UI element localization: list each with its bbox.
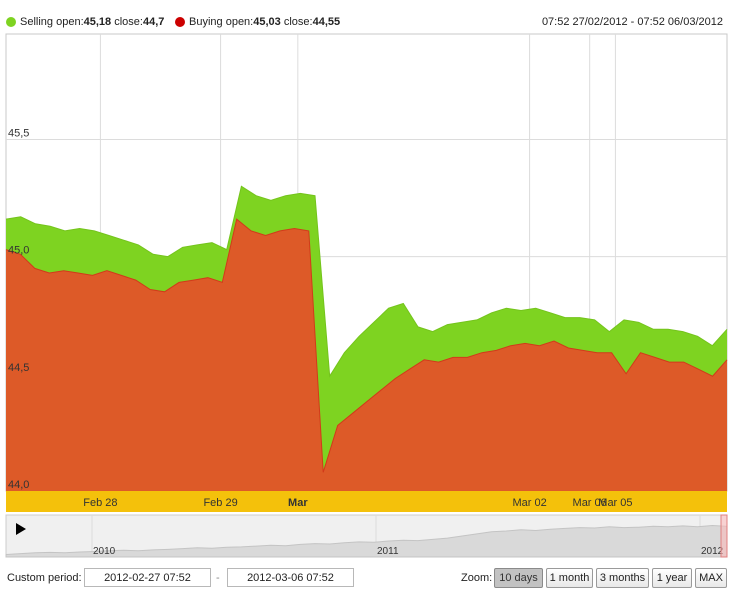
selling-label: Selling (20, 16, 54, 28)
x-tick-label: Mar (288, 497, 308, 509)
navigator-selection[interactable] (720, 514, 728, 558)
selling-close-label: close: (114, 16, 143, 28)
zoom-max-button[interactable]: MAX (695, 568, 727, 588)
buying-open-label: open: (225, 16, 254, 28)
x-tick-label: Mar 02 (512, 497, 546, 509)
period-to-input[interactable]: 2012-03-06 07:52 (227, 568, 354, 587)
y-axis-labels: 44,0 44,5 45,0 45,5 (8, 127, 29, 491)
selling-color-dot (6, 17, 16, 27)
navigator-year-label: 2010 (93, 546, 116, 557)
zoom-1-month-button[interactable]: 1 month (546, 568, 593, 588)
y-tick-label: 45,5 (8, 127, 29, 139)
zoom-1-year-button[interactable]: 1 year (652, 568, 692, 588)
navigator-year-label: 2011 (377, 546, 399, 557)
y-tick-label: 44,5 (8, 362, 29, 374)
chart-legend: Selling open:45,18 close:44,7 Buying ope… (0, 0, 729, 34)
buying-open-value: 45,03 (253, 16, 281, 28)
buying-close-value: 44,55 (312, 16, 341, 28)
custom-period-label: Custom period: (7, 572, 82, 584)
x-tick-label: Mar 05 (598, 497, 632, 509)
navigator-series (5, 524, 728, 558)
legend-item-buying[interactable]: Buying open:45,03 close:44,55 (175, 16, 340, 28)
navigator[interactable]: 2010 2011 2012 (5, 514, 728, 558)
series-areas (5, 185, 728, 492)
buying-close-label: close: (283, 16, 313, 28)
play-icon[interactable] (16, 523, 26, 535)
y-tick-label: 45,0 (8, 245, 29, 257)
x-axis-band (6, 491, 727, 512)
chart-area[interactable]: 44,0 44,5 45,0 45,5 Feb 28 Feb 29 Mar Mar 02 Ma… (0, 0, 729, 564)
selling-open-value: 45,18 (83, 16, 112, 28)
date-range-text: 07:52 27/02/2012 - 07:52 06/03/2012 (541, 16, 723, 28)
series-line-selling (5, 185, 728, 378)
x-tick-label: Mar 06 (573, 497, 607, 509)
zoom-label: Zoom: (461, 572, 493, 584)
y-tick-label: 44,0 (8, 479, 29, 491)
period-controls: Custom period: 2012-02-27 07:52 - 2012-0… (0, 564, 729, 593)
navigator-labels: 2010 2011 2012 (93, 546, 724, 557)
legend-item-selling[interactable]: Selling open:45,18 close:44,7 (6, 16, 164, 28)
zoom-3-months-button[interactable]: 3 months (596, 568, 649, 588)
buying-label: Buying (189, 16, 223, 28)
x-tick-label: Feb 29 (203, 497, 237, 509)
buying-color-dot (175, 17, 185, 27)
series-line-buying (5, 218, 728, 473)
selling-close-value: 44,7 (142, 16, 165, 28)
selling-open-label: open: (56, 16, 84, 28)
series-area-buying (6, 219, 727, 491)
x-tick-label: Feb 28 (83, 497, 117, 509)
zoom-10-days-button[interactable]: 10 days (494, 568, 543, 588)
navigator-year-label: 2012 (701, 546, 724, 557)
period-from-input[interactable]: 2012-02-27 07:52 (84, 568, 211, 587)
period-separator: - (216, 572, 220, 584)
